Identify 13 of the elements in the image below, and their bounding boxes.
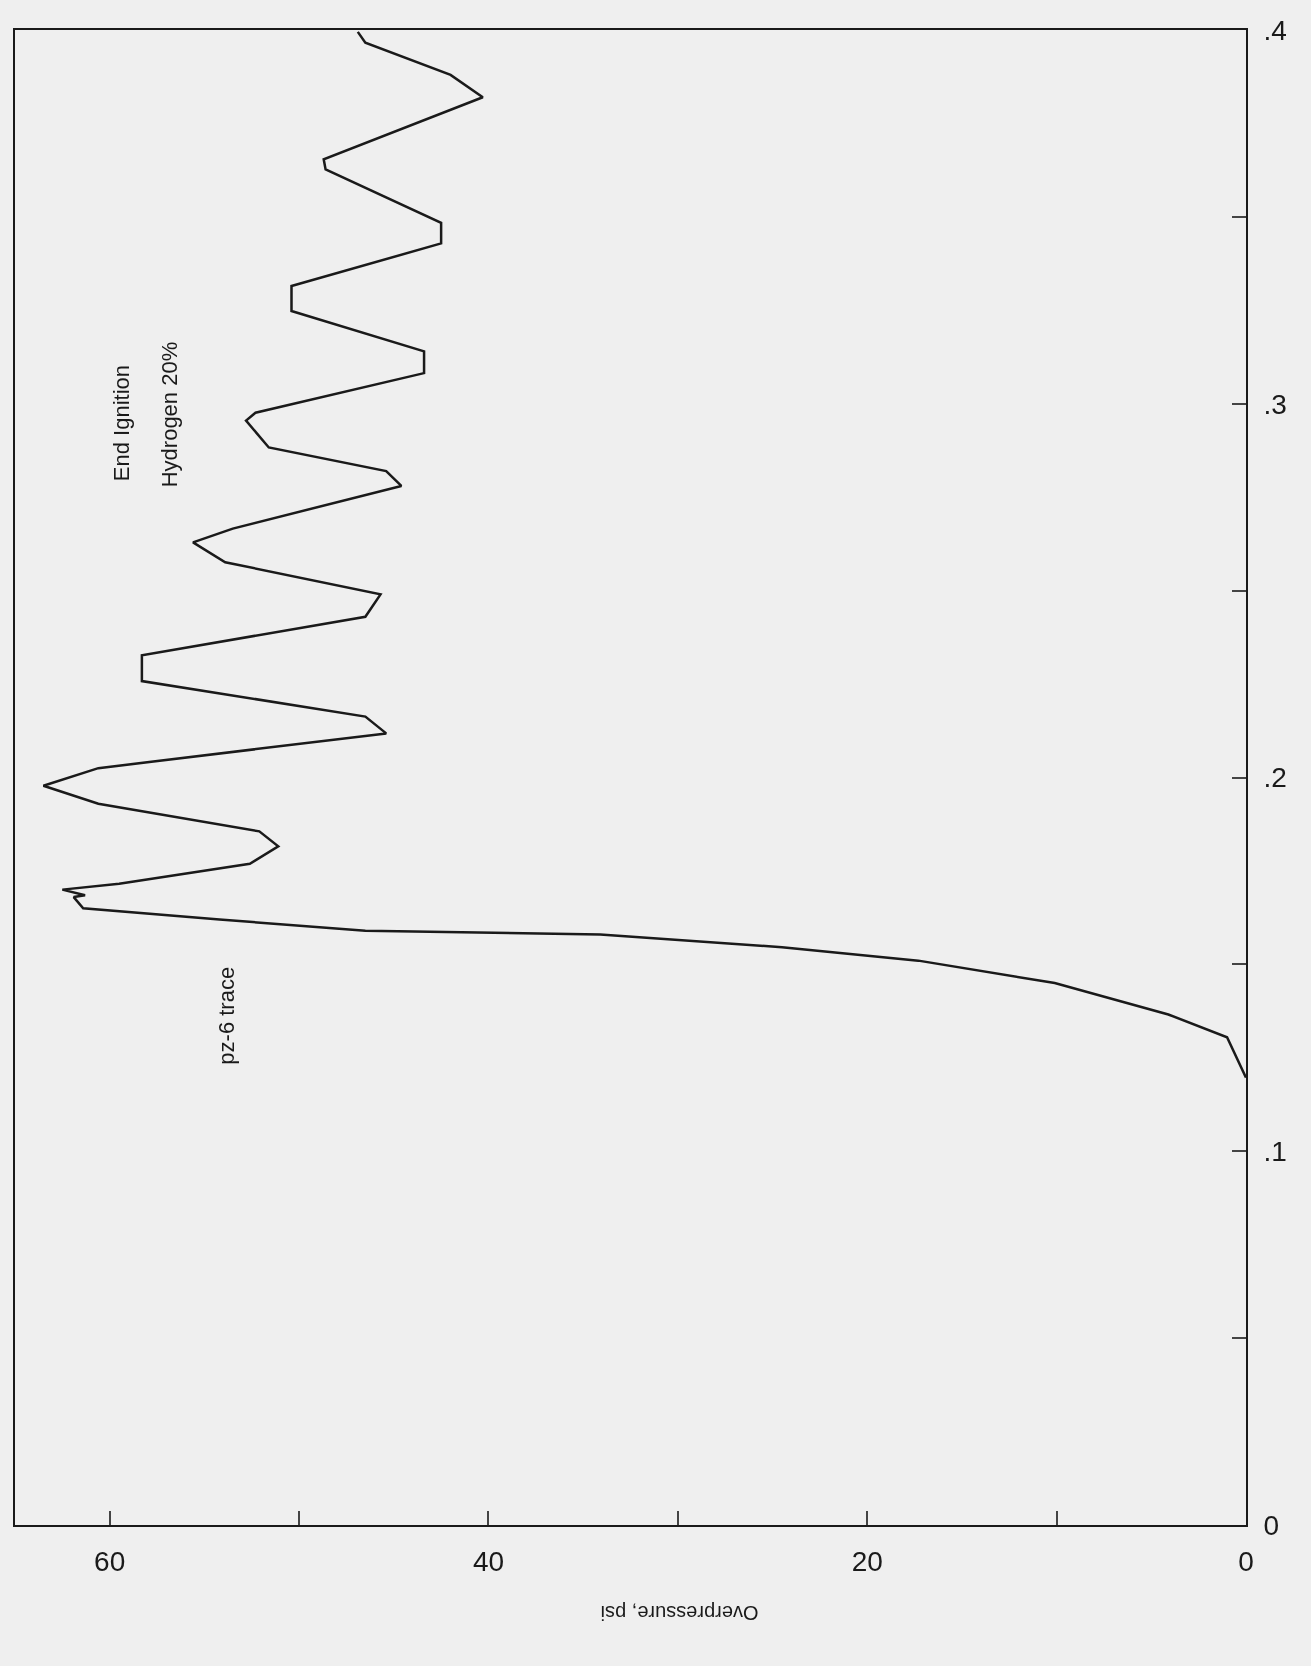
y-tick-label: .3 — [1263, 388, 1287, 420]
y-tick-label: 0 — [1263, 1509, 1280, 1541]
x-tick-label: 20 — [851, 1545, 883, 1577]
annotation: pz-6 trace — [214, 966, 240, 1065]
y-tick-label: .2 — [1263, 762, 1287, 794]
x-tick-label: 40 — [472, 1545, 505, 1577]
y-tick-label: .4 — [1263, 14, 1287, 46]
x-tick-label: 60 — [94, 1545, 126, 1577]
x-axis-title: Overpressure, psi — [600, 1602, 759, 1625]
x-tick-label: 0 — [1238, 1545, 1254, 1577]
annotation: Hydrogen 20% — [157, 341, 183, 488]
y-tick-label: .1 — [1263, 1136, 1287, 1168]
annotation: End Ignition — [109, 365, 135, 482]
